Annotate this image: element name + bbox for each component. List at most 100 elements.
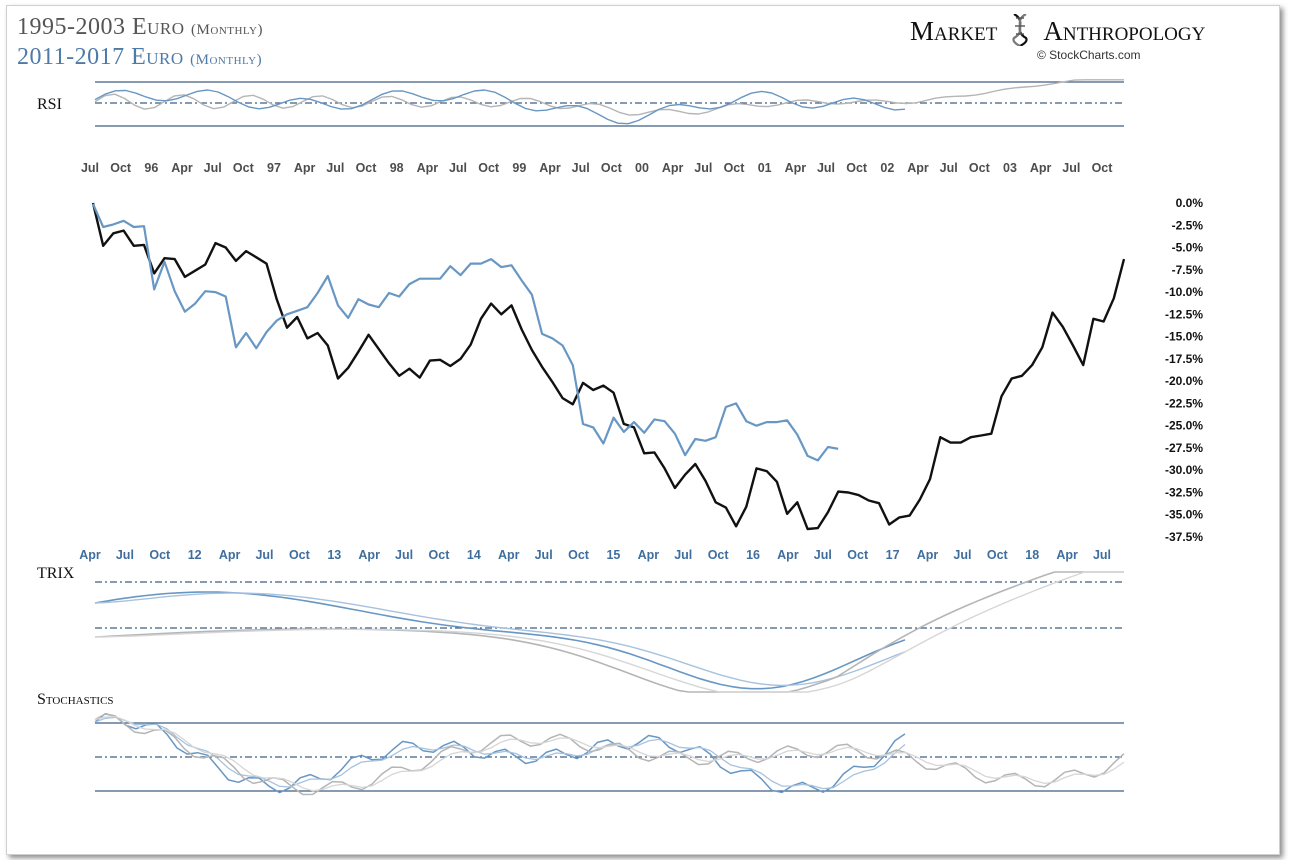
stockcharts-credit: © StockCharts.com bbox=[1037, 48, 1141, 62]
bottom-axis-tick-label: 12 bbox=[188, 548, 202, 562]
bottom-axis-tick-label: Jul bbox=[1093, 548, 1111, 562]
bottom-axis-tick-label: Oct bbox=[847, 548, 869, 562]
y-tick-label: -2.5% bbox=[1172, 218, 1204, 232]
y-tick-label: -35.0% bbox=[1165, 508, 1203, 522]
bottom-axis-tick-label: Jul bbox=[395, 548, 413, 562]
bottom-axis-tick-label: Oct bbox=[289, 548, 311, 562]
top-axis-tick-label: Oct bbox=[478, 161, 500, 175]
y-tick-label: -20.0% bbox=[1165, 374, 1203, 388]
stochastics-label: Stochastics bbox=[37, 691, 114, 708]
stochastics-panel bbox=[94, 712, 1125, 796]
trix-label: TRIX bbox=[37, 565, 75, 582]
y-tick-label: -12.5% bbox=[1165, 307, 1203, 321]
top-axis-tick-label: Oct bbox=[846, 161, 868, 175]
title-2011-2017: 2011-2017 Euro (Monthly) bbox=[17, 44, 262, 71]
bottom-axis-tick-label: Jul bbox=[255, 548, 273, 562]
bottom-axis-tick-label: Oct bbox=[149, 548, 171, 562]
bottom-axis-tick-label: Jul bbox=[814, 548, 832, 562]
series-line-2011-2017 bbox=[91, 203, 839, 462]
stoch-blue-signal-line bbox=[94, 716, 906, 790]
bottom-axis-tick-label: Apr bbox=[638, 548, 660, 562]
bottom-axis-tick-label: 17 bbox=[886, 548, 900, 562]
y-tick-label: -7.5% bbox=[1172, 263, 1204, 277]
bottom-axis-tick-label: Jul bbox=[674, 548, 692, 562]
top-axis-tick-label: Apr bbox=[907, 161, 929, 175]
brand-left: Market bbox=[910, 16, 998, 46]
dna-icon bbox=[997, 13, 1043, 47]
bottom-axis-tick-label: 18 bbox=[1025, 548, 1039, 562]
bottom-axis-tick-label: 15 bbox=[606, 548, 620, 562]
bottom-axis-tick-label: Apr bbox=[498, 548, 520, 562]
rsi-panel bbox=[94, 79, 1124, 127]
trix-gray-signal-line bbox=[94, 571, 1124, 693]
bottom-axis-tick-label: Jul bbox=[953, 548, 971, 562]
brand-logo: Market Anthropology bbox=[910, 13, 1205, 47]
y-tick-label: -37.5% bbox=[1165, 530, 1203, 544]
top-axis-tick-label: 03 bbox=[1003, 161, 1017, 175]
top-axis-tick-label: 00 bbox=[635, 161, 649, 175]
top-axis-tick-label: Oct bbox=[969, 161, 991, 175]
bottom-axis-tick-label: 13 bbox=[327, 548, 341, 562]
stoch-gray-signal-line bbox=[94, 715, 1125, 792]
y-tick-label: -15.0% bbox=[1165, 330, 1203, 344]
top-axis-tick-label: Apr bbox=[417, 161, 439, 175]
price-panel bbox=[91, 202, 1126, 531]
stoch-gray-line bbox=[94, 713, 1125, 796]
top-axis-tick-label: Oct bbox=[724, 161, 746, 175]
y-axis: 0.0% -2.5% -5.0% -7.5% -10.0% -12.5% -15.0% -17… bbox=[1165, 196, 1203, 544]
top-axis-tick-label: Oct bbox=[356, 161, 378, 175]
top-axis-tick-label: Jul bbox=[940, 161, 958, 175]
top-axis-tick-label: Jul bbox=[817, 161, 835, 175]
rsi-label: RSI bbox=[37, 96, 62, 113]
y-tick-label: -25.0% bbox=[1165, 419, 1203, 433]
title-1995-2003-main: 1995-2003 Euro bbox=[17, 14, 185, 40]
y-tick-label: -27.5% bbox=[1165, 441, 1203, 455]
top-time-axis: Jul Oct 96 Apr Jul Oct 97 Apr Jul Oct 98 Apr Jul Oct 9… bbox=[81, 161, 1113, 175]
y-tick-label: -30.0% bbox=[1165, 463, 1203, 477]
top-axis-tick-label: Oct bbox=[601, 161, 623, 175]
top-axis-tick-label: Jul bbox=[572, 161, 590, 175]
y-tick-label: -22.5% bbox=[1165, 396, 1203, 410]
rsi-blue-line bbox=[94, 89, 906, 125]
top-axis-tick-label: Jul bbox=[81, 161, 99, 175]
series-line-1995-2003 bbox=[91, 202, 1126, 531]
stoch-blue-line bbox=[94, 712, 906, 794]
bottom-axis-tick-label: Oct bbox=[987, 548, 1009, 562]
y-tick-label: -17.5% bbox=[1165, 352, 1203, 366]
bottom-axis-tick-label: Oct bbox=[708, 548, 730, 562]
y-tick-label: -32.5% bbox=[1165, 485, 1203, 499]
bottom-axis-tick-label: Apr bbox=[1056, 548, 1078, 562]
top-axis-tick-label: Jul bbox=[449, 161, 467, 175]
bottom-axis-tick-label: Jul bbox=[535, 548, 553, 562]
top-axis-tick-label: Jul bbox=[326, 161, 344, 175]
y-tick-label: -10.0% bbox=[1165, 285, 1203, 299]
bottom-axis-tick-label: 14 bbox=[467, 548, 481, 562]
bottom-axis-tick-label: Apr bbox=[777, 548, 799, 562]
title-1995-2003-sub: (Monthly) bbox=[191, 22, 263, 38]
top-axis-tick-label: Jul bbox=[1062, 161, 1080, 175]
y-tick-label: -5.0% bbox=[1172, 241, 1204, 255]
top-axis-tick-label: 02 bbox=[880, 161, 894, 175]
top-axis-tick-label: Oct bbox=[1092, 161, 1114, 175]
title-2011-2017-main: 2011-2017 Euro bbox=[17, 44, 184, 70]
top-axis-tick-label: Jul bbox=[694, 161, 712, 175]
top-axis-tick-label: Oct bbox=[233, 161, 255, 175]
top-axis-tick-label: Jul bbox=[204, 161, 222, 175]
title-1995-2003: 1995-2003 Euro (Monthly) bbox=[17, 14, 263, 41]
rsi-gray-line bbox=[94, 79, 1124, 116]
trix-panel bbox=[94, 571, 1124, 693]
y-tick-label: 0.0% bbox=[1176, 196, 1204, 210]
bottom-axis-tick-label: Apr bbox=[219, 548, 241, 562]
top-axis-tick-label: Apr bbox=[785, 161, 807, 175]
title-2011-2017-sub: (Monthly) bbox=[190, 52, 263, 68]
top-axis-tick-label: Oct bbox=[110, 161, 132, 175]
bottom-axis-tick-label: 16 bbox=[746, 548, 760, 562]
bottom-axis-tick-label: Apr bbox=[79, 548, 101, 562]
top-axis-tick-label: Apr bbox=[539, 161, 561, 175]
top-axis-tick-label: Apr bbox=[1030, 161, 1052, 175]
top-axis-tick-label: Apr bbox=[294, 161, 316, 175]
bottom-axis-tick-label: Apr bbox=[917, 548, 939, 562]
top-axis-tick-label: Apr bbox=[171, 161, 193, 175]
top-axis-tick-label: 98 bbox=[390, 161, 404, 175]
